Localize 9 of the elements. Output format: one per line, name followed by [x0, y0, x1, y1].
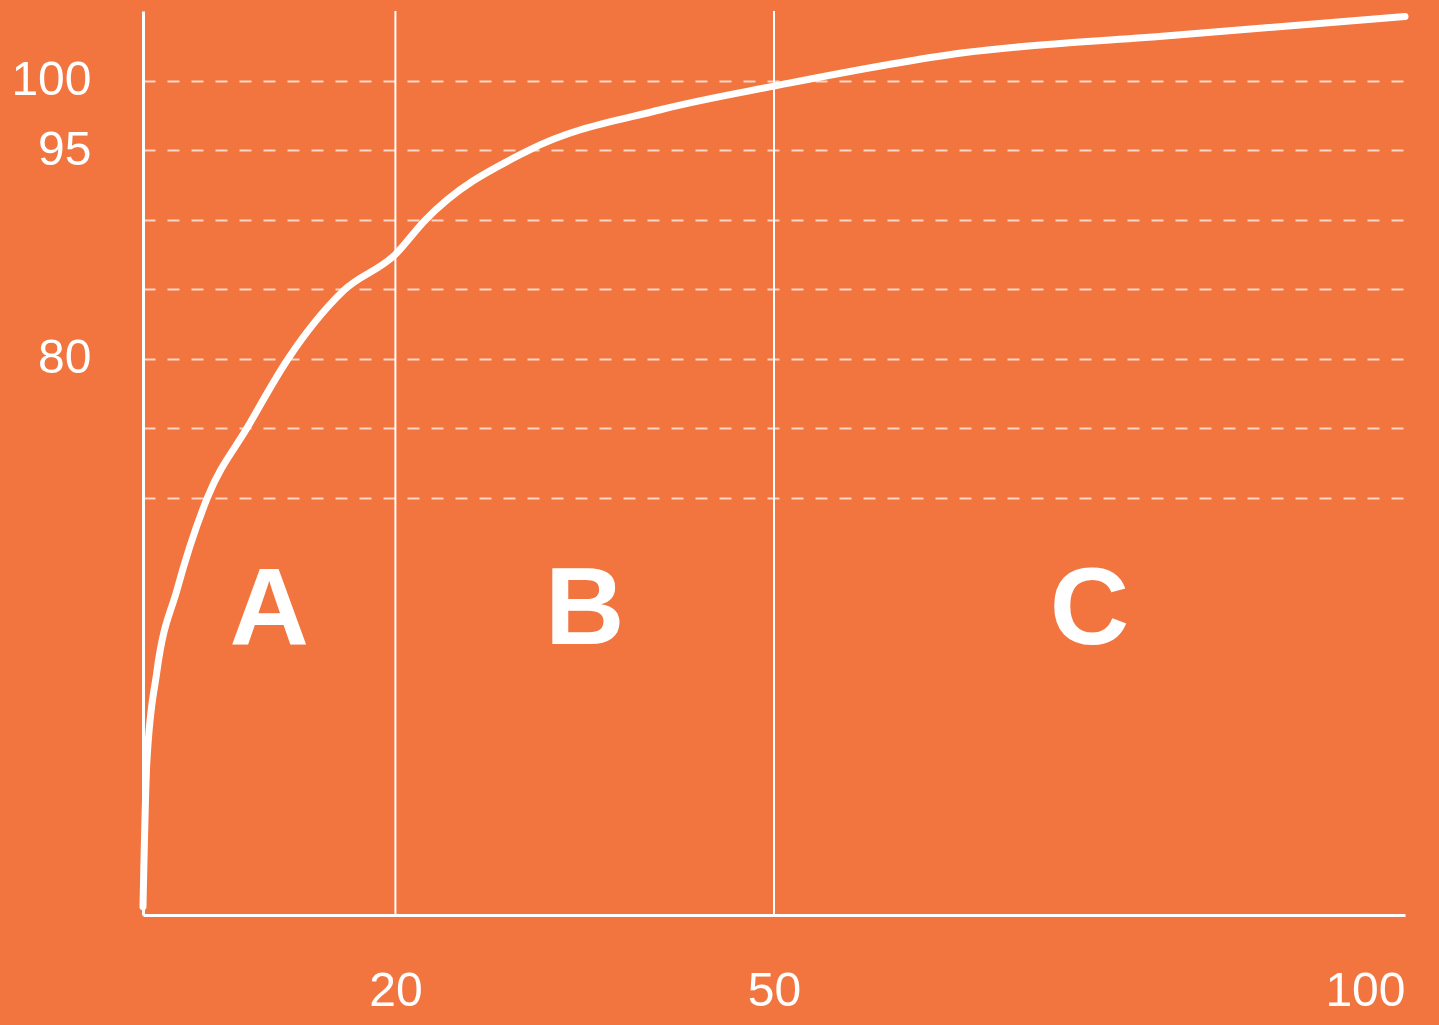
x-tick-label: 20 — [369, 962, 423, 1016]
y-tick-label: 100 — [11, 52, 92, 106]
x-tick-label: 50 — [747, 962, 802, 1016]
y-tick-label: 95 — [38, 121, 92, 175]
y-tick-label: 80 — [38, 330, 92, 384]
annotation: C — [1049, 544, 1130, 667]
annotation: B — [544, 544, 625, 667]
x-tick-label: 100 — [1325, 962, 1406, 1016]
annotation: A — [229, 544, 309, 667]
